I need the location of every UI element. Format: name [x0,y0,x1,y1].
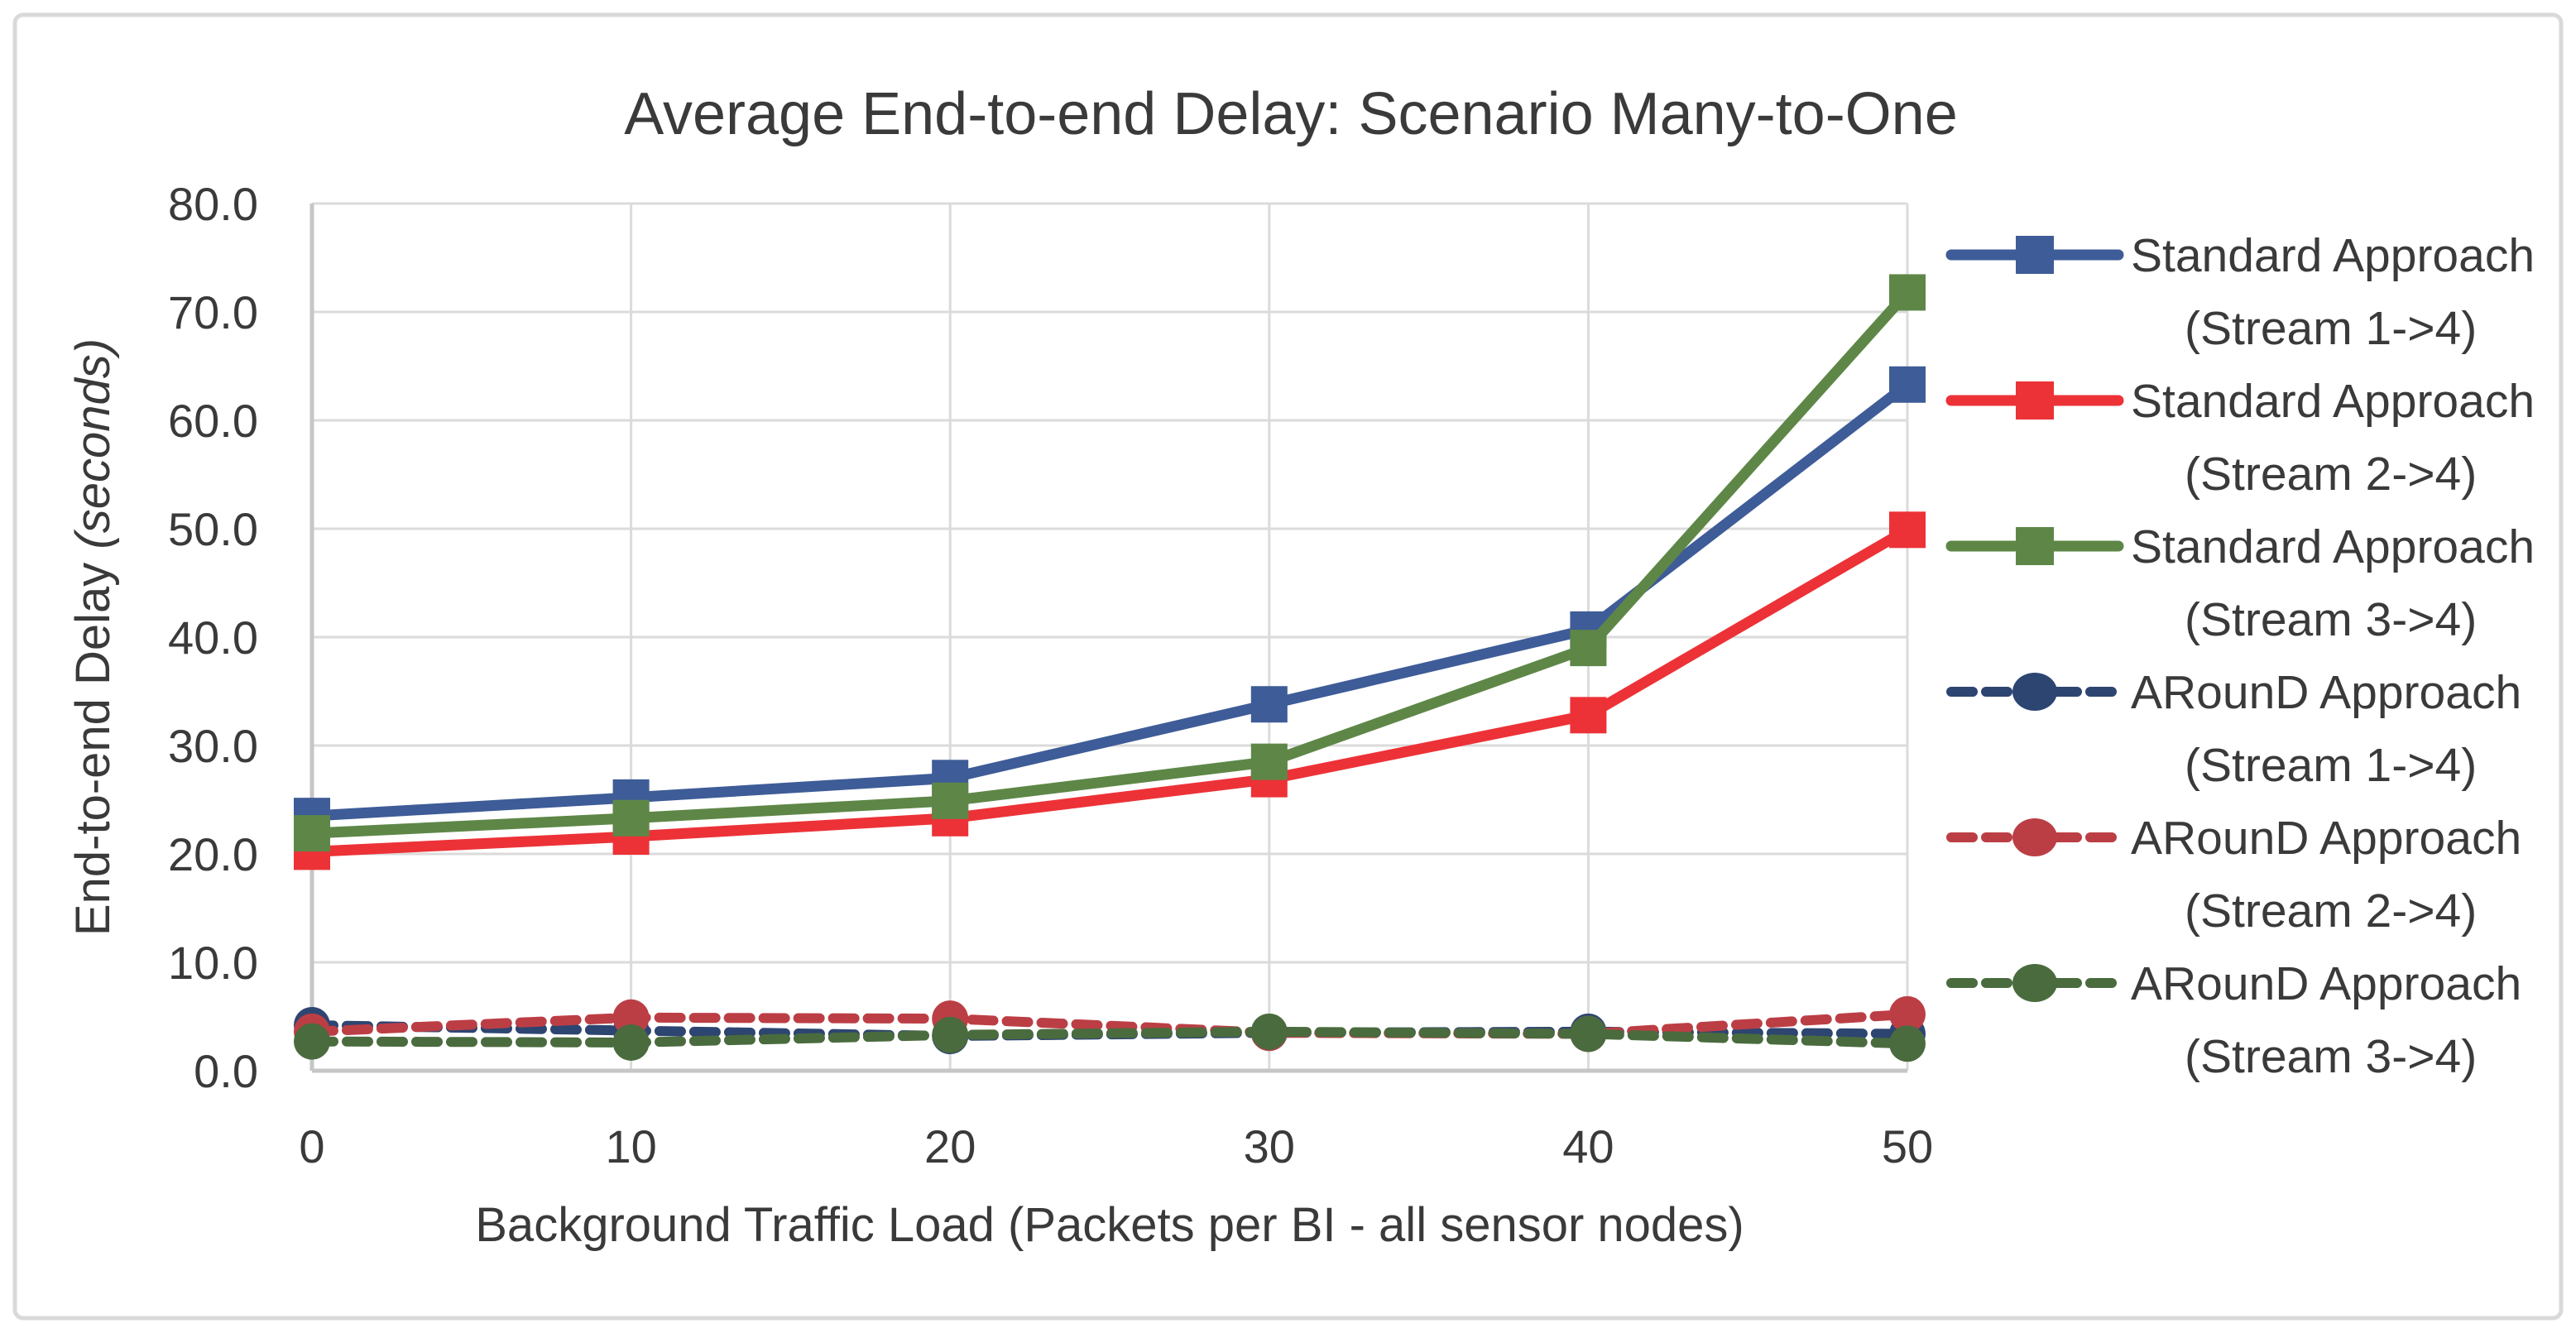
figure-border [12,12,2564,1321]
square-marker [1889,274,1926,311]
legend-label-line2: (Stream 3->4) [2185,593,2477,646]
x-tick-label: 50 [1882,1120,1933,1172]
legend-entry: Standard Approach (Stream 3->4) [1945,520,2535,646]
series-line [307,1026,1912,1049]
chart-title: Average End-to-end Delay: Scenario Many-… [624,81,1958,147]
square-marker [612,799,650,837]
y-axis-title: End-to-end Delay (seconds) [66,338,120,936]
legend-label-line1: Standard Approach [2131,229,2535,282]
square-marker [932,782,969,819]
x-tick-label: 20 [924,1120,976,1172]
series-around-approach-6 [294,1013,1926,1062]
legend-square-marker [2016,381,2054,420]
x-axis-title: Background Traffic Load (Packets per BI … [475,1198,1744,1252]
legend-label-line2: (Stream 1->4) [2185,302,2477,355]
legend-label-line2: (Stream 2->4) [2185,448,2477,501]
y-tick-label: 70.0 [168,286,258,338]
data-series [294,274,1926,1062]
y-axis-title-main: End-to-end Delay [66,549,120,936]
legend-circle-marker [2012,818,2057,856]
square-marker [1570,697,1607,734]
x-tick-label: 10 [605,1120,656,1172]
circle-marker [1889,1025,1926,1062]
legend-entry: ARounD Approach (Stream 2->4) [1946,812,2521,937]
square-marker [1250,686,1288,723]
legend: Standard Approach(Stream 1->4)Standard A… [1945,229,2535,1083]
y-tick-label: 50.0 [168,503,258,555]
legend-label-line1: ARounD Approach [2131,957,2521,1010]
legend-label-line2: (Stream 1->4) [2185,739,2477,792]
legend-entry: ARounD Approach (Stream 3->4) [1946,957,2521,1083]
legend-label-line1: ARounD Approach [2131,812,2521,865]
legend-circle-marker [2012,964,2057,1002]
x-tick-label: 40 [1562,1120,1614,1172]
circle-marker [1570,1015,1607,1052]
legend-label-line1: ARounD Approach [2131,666,2521,719]
circle-marker [1889,995,1926,1033]
legend-label-line2: (Stream 3->4) [2185,1030,2477,1083]
y-tick-label: 0.0 [194,1045,258,1097]
legend-circle-marker [2012,673,2057,711]
legend-label-line1: Standard Approach [2131,520,2535,573]
legend-entry: ARounD Approach (Stream 1->4) [1946,666,2521,792]
y-tick-label: 40.0 [168,611,258,664]
x-tick-label: 0 [299,1120,324,1172]
x-tick-label: 30 [1244,1120,1295,1172]
legend-square-marker [2016,527,2054,565]
circle-marker [612,1024,650,1061]
tick-labels: 0.0 10.0 20.0 30.0 40.0 50.0 60.0 70.0 80.0 0 10 20… [168,178,1933,1172]
square-marker [294,815,330,852]
y-tick-label: 10.0 [168,937,258,989]
legend-square-marker [2016,236,2054,274]
series-line [306,524,1913,857]
legend-entry: Standard Approach (Stream 2->4) [1945,375,2535,501]
legend-label-line2: (Stream 2->4) [2185,885,2477,937]
circle-marker [294,1023,330,1060]
y-tick-label: 30.0 [168,720,258,772]
axis-lines [309,204,1907,1073]
circle-marker [932,1016,969,1053]
circle-marker [612,999,650,1036]
square-marker [1889,511,1926,549]
legend-label-line1: Standard Approach [2131,375,2535,428]
square-marker [1570,630,1607,667]
circle-marker [1250,1013,1288,1050]
square-marker [1250,743,1288,780]
series-line [306,286,1913,839]
series-standard-approach-3 [294,274,1926,852]
legend-entry: Standard Approach (Stream 1->4) [1945,229,2535,355]
square-marker [1889,366,1926,403]
y-tick-label: 80.0 [168,178,258,230]
y-axis-title-unit: (seconds) [66,338,120,549]
y-tick-label: 60.0 [168,395,258,447]
y-tick-label: 20.0 [168,828,258,880]
